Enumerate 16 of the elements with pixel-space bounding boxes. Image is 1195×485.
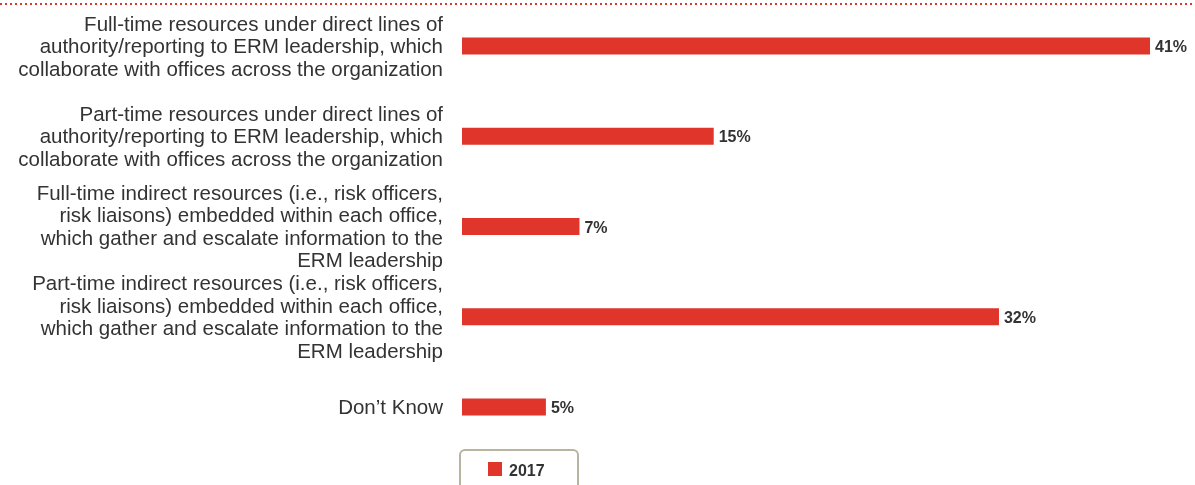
- bar: [462, 308, 999, 326]
- bar: [462, 37, 1150, 55]
- data-label: 15%: [718, 128, 751, 146]
- data-label: 41%: [1155, 38, 1188, 55]
- bar: [462, 218, 580, 235]
- data-label: 32%: [1003, 308, 1037, 326]
- legend-label: 2017: [509, 462, 545, 479]
- y-tick-label: Part-time indirect resources (i.e., risk officers, risk liaisons) embedded within each office, which gather and escalate information to the ERM leadership: [32, 271, 443, 362]
- bar: [462, 127, 714, 145]
- y-tick-label: Full-time indirect resources (i.e., risk officers, risk liaisons) embedded within each office, which gather and escalate information to the ERM leadership: [36, 180, 443, 272]
- bar: [462, 398, 546, 416]
- data-label: 5%: [550, 399, 575, 416]
- y-tick-label: Full-time resources under direct lines of authority/reporting to ERM leadership, which collaborate with offices across the organization: [18, 11, 444, 80]
- y-tick-label: Part-time resources under direct lines of authority/reporting to ERM leadership, which collaborate with offices across the organization: [18, 101, 444, 170]
- data-label: 7%: [584, 218, 608, 236]
- y-tick-label: Don’t Know: [338, 395, 444, 418]
